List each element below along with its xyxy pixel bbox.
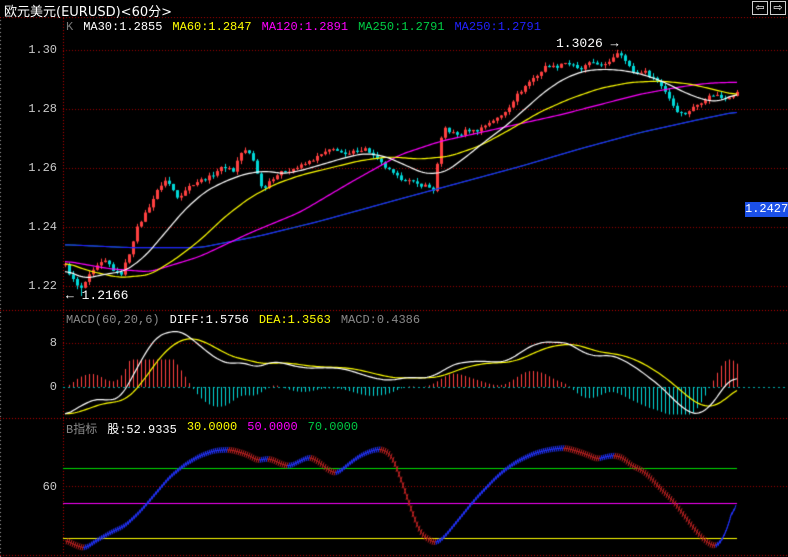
legend-b-50: 50.0000 (247, 420, 298, 434)
high-annotation: 1.3026 → (556, 36, 618, 51)
right-arrow-icon: → (610, 36, 619, 51)
legend-b-30: 30.0000 (186, 420, 238, 434)
legend-diff: DIFF:1.5756 (169, 313, 249, 327)
last-price-badge: 1.2427 (745, 202, 788, 217)
forward-button[interactable]: ⇨ (770, 1, 786, 15)
legend-ma30: MA30:1.2855 (83, 20, 163, 34)
b-tick-60: 60 (42, 480, 57, 494)
window-title: 欧元美元(EURUSD)<60分> (4, 5, 173, 20)
legend-k: K (66, 20, 74, 34)
left-arrow-icon: ← (66, 288, 74, 303)
back-arrow-icon: ⇦ (755, 2, 765, 14)
b-legend: B指标 股:52.9335 30.0000 50.0000 70.0000 (66, 420, 358, 437)
title-bar: 欧元美元(EURUSD)<60分> ⇦ ⇨ (0, 0, 788, 20)
back-button[interactable]: ⇦ (752, 1, 768, 15)
legend-b-value: 股:52.9335 (107, 423, 177, 437)
macd-legend: MACD(60,20,6) DIFF:1.5756 DEA:1.3563 MAC… (66, 313, 420, 327)
legend-ma120: MA120:1.2891 (261, 20, 349, 34)
price-tick-130: 1.30 (28, 43, 57, 57)
legend-b-70: 70.0000 (307, 420, 359, 434)
price-tick-124: 1.24 (28, 220, 57, 234)
macd-tick-0: 0 (49, 380, 57, 394)
macd-tick-8: 8 (49, 336, 57, 350)
high-label: 1.3026 (556, 36, 603, 51)
nav-buttons: ⇦ ⇨ (752, 1, 786, 15)
legend-macd-params: MACD(60,20,6) (66, 313, 160, 327)
price-tick-126: 1.26 (28, 161, 57, 175)
low-annotation: ← 1.2166 (66, 288, 128, 303)
legend-b-name: B指标 (66, 423, 98, 437)
legend-ma250-blue: MA250:1.2791 (454, 20, 541, 34)
main-legend: K MA30:1.2855 MA60:1.2847 MA120:1.2891 M… (66, 20, 541, 34)
price-tick-122: 1.22 (28, 279, 57, 293)
forward-arrow-icon: ⇨ (773, 2, 783, 14)
legend-ma250-green: MA250:1.2791 (358, 20, 445, 34)
legend-macd-val: MACD:0.4386 (340, 313, 421, 327)
legend-ma60: MA60:1.2847 (172, 20, 252, 34)
price-tick-128: 1.28 (28, 102, 57, 116)
legend-dea: DEA:1.3563 (258, 313, 331, 327)
low-label: 1.2166 (81, 288, 129, 303)
